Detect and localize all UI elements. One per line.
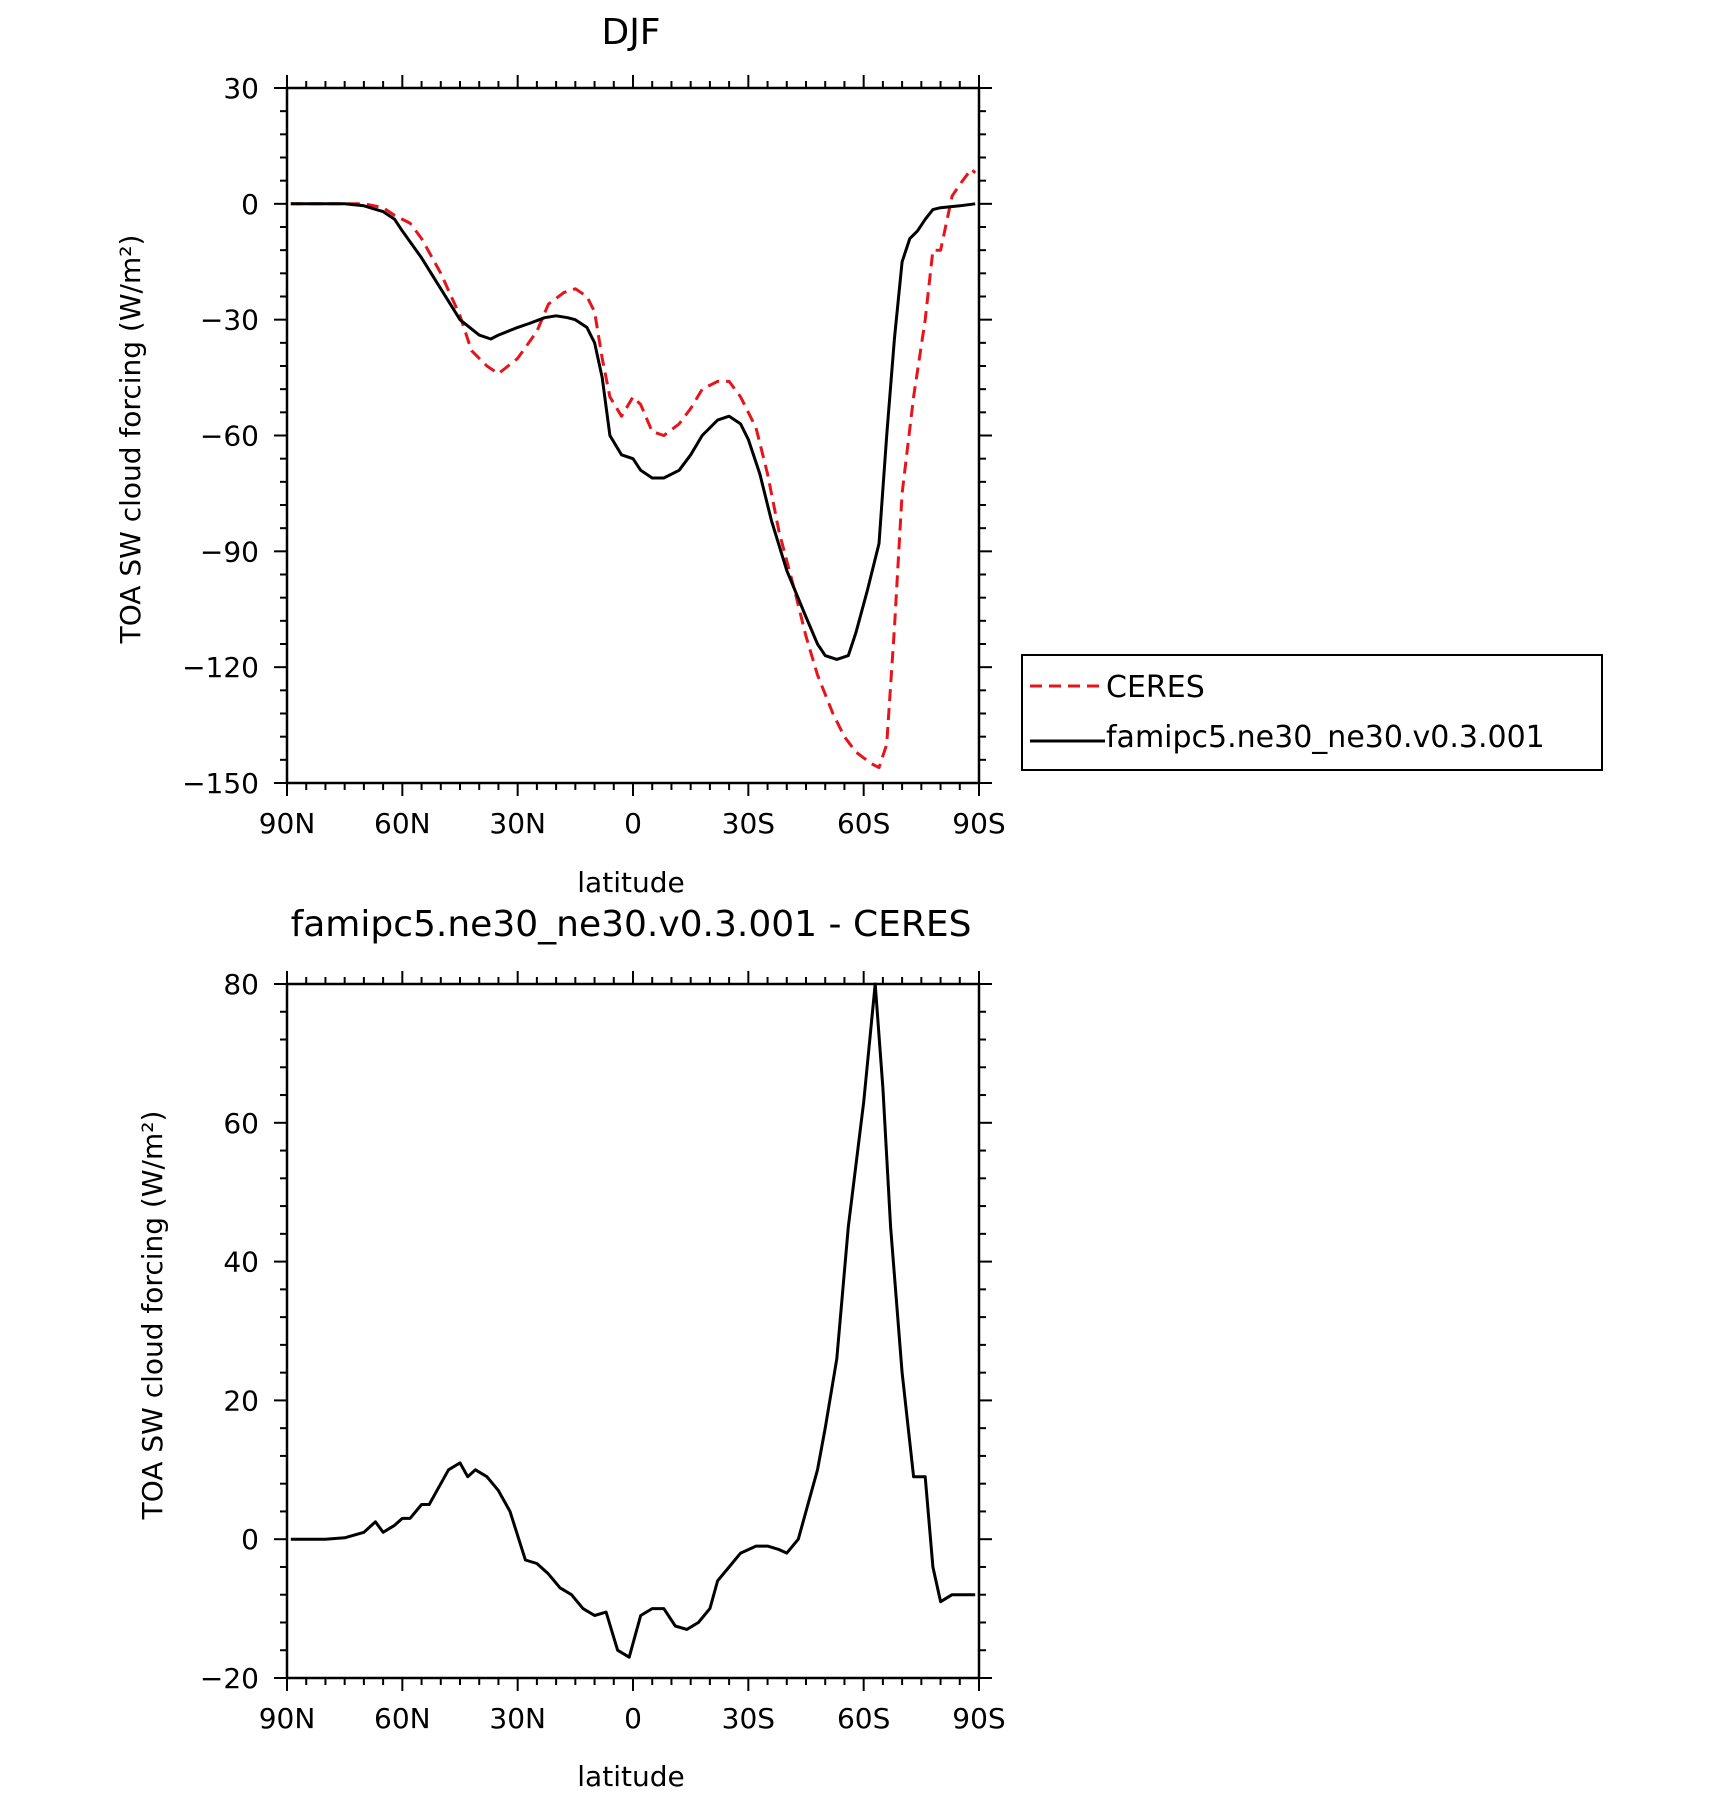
x-tick-label: 30S bbox=[722, 807, 775, 840]
y-tick-label: 0 bbox=[241, 188, 259, 221]
x-tick-label: 90S bbox=[952, 807, 1005, 840]
x-tick-label: 90N bbox=[259, 807, 316, 840]
x-tick-label: 30S bbox=[722, 1702, 775, 1735]
legend-ceres-label: CERES bbox=[1106, 670, 1205, 705]
series-line-ceres bbox=[290, 167, 977, 770]
bottom-y-axis-label: TOA SW cloud forcing (W/m²) bbox=[136, 1111, 169, 1521]
y-tick-label: −60 bbox=[200, 420, 259, 453]
x-tick-label: 60S bbox=[837, 1702, 890, 1735]
y-tick-label: 0 bbox=[241, 1523, 259, 1556]
plot-frame bbox=[285, 982, 981, 1680]
top-chart-title: DJF bbox=[601, 12, 660, 53]
legend-model-label: famipc5.ne30_ne30.v0.3.001 bbox=[1106, 720, 1545, 755]
legend: CERES famipc5.ne30_ne30.v0.3.001 bbox=[1021, 654, 1603, 771]
y-tick-label: 30 bbox=[223, 72, 259, 105]
y-tick-label: −120 bbox=[182, 651, 259, 684]
y-tick-label: 80 bbox=[223, 968, 259, 1001]
y-tick-label: 60 bbox=[223, 1107, 259, 1140]
bottom-chart-title: famipc5.ne30_ne30.v0.3.001 - CERES bbox=[291, 904, 972, 945]
series-line-diff-0 bbox=[290, 982, 976, 1659]
bottom-panel: famipc5.ne30_ne30.v0.3.001 - CERES latit… bbox=[136, 904, 1006, 1793]
plot-frame bbox=[285, 86, 981, 785]
x-tick-label: 60S bbox=[837, 807, 890, 840]
bottom-x-axis-label: latitude bbox=[577, 1760, 684, 1793]
x-tick-label: 60N bbox=[374, 1702, 431, 1735]
series-line-famipc5-ne30-ne30-v0-3-001 bbox=[290, 202, 976, 661]
x-tick-label: 0 bbox=[624, 807, 642, 840]
top-x-axis-label: latitude bbox=[577, 866, 684, 899]
top-y-axis-label: TOA SW cloud forcing (W/m²) bbox=[114, 235, 147, 645]
legend-box bbox=[1021, 654, 1603, 771]
x-tick-label: 0 bbox=[624, 1702, 642, 1735]
x-tick-label: 90N bbox=[259, 1702, 316, 1735]
x-tick-label: 90S bbox=[952, 1702, 1005, 1735]
x-tick-label: 30N bbox=[489, 1702, 546, 1735]
y-tick-label: −150 bbox=[182, 767, 259, 800]
top-panel: DJF latitude TOA SW cloud forcing (W/m²)… bbox=[114, 12, 1006, 899]
x-tick-label: 60N bbox=[374, 807, 431, 840]
y-tick-label: 20 bbox=[223, 1384, 259, 1417]
y-tick-label: −20 bbox=[200, 1662, 259, 1695]
y-tick-label: −30 bbox=[200, 304, 259, 337]
y-tick-label: 40 bbox=[223, 1246, 259, 1279]
y-tick-label: −90 bbox=[200, 535, 259, 568]
x-tick-label: 30N bbox=[489, 807, 546, 840]
